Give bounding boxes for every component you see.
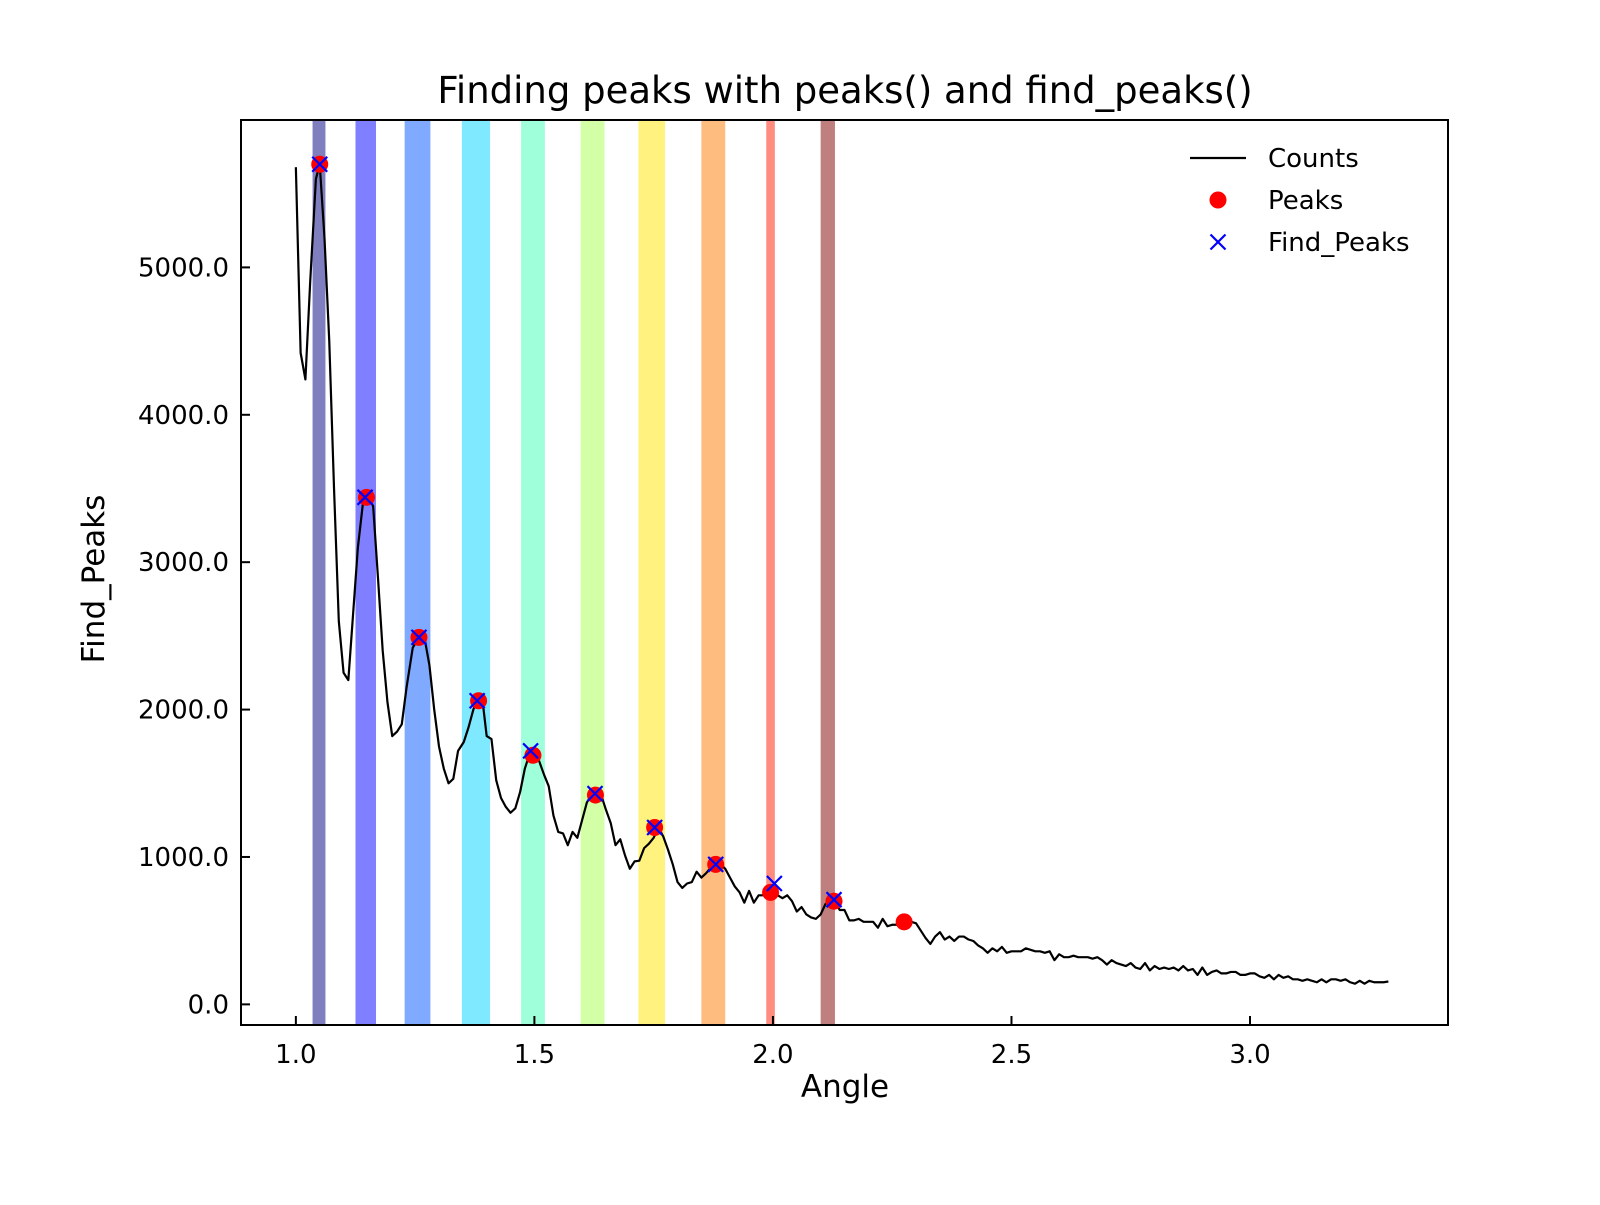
find-peak-point-5 (522, 742, 539, 760)
x-tick-label: 2.5 (991, 1040, 1032, 1070)
find-peak-stroke-b (410, 629, 428, 646)
y-tick-label: 5000.0 (138, 253, 229, 283)
find-peak-point-10 (825, 891, 843, 908)
highlight-band-2 (355, 120, 377, 1025)
plot-frame (240, 119, 1449, 1026)
y-tick-label: 4000.0 (138, 401, 229, 431)
x-tick-label: 3.0 (1229, 1040, 1270, 1070)
chart-title: Finding peaks with peaks() and find_peak… (437, 69, 1252, 112)
find-peaks-markers (311, 155, 843, 908)
peak-point-11 (895, 913, 913, 931)
highlight-band-8 (701, 120, 726, 1025)
legend: Counts Peaks Find_Peaks (1190, 144, 1410, 258)
find-peak-stroke-b (707, 856, 724, 873)
x-axis-title: Angle (801, 1069, 889, 1105)
find-peak-point-9 (766, 875, 783, 892)
y-axis-title: Find_Peaks (76, 495, 112, 664)
find-peak-stroke-b (766, 875, 783, 892)
find-peak-point-7 (646, 819, 663, 836)
y-tick-label: 2000.0 (138, 696, 229, 726)
legend-x-swatch-b (1209, 233, 1227, 251)
find-peak-point-1 (311, 155, 328, 173)
x-tick-label: 1.0 (275, 1040, 316, 1070)
legend-item-find-peaks: Find_Peaks (1209, 228, 1410, 258)
highlight-band-5 (521, 120, 545, 1025)
highlight-band-6 (580, 120, 605, 1025)
find-peak-point-4 (468, 692, 486, 710)
highlight-band-1 (312, 120, 326, 1025)
find-peak-stroke-b (586, 785, 604, 802)
find-peak-point-6 (586, 785, 604, 802)
highlight-band-4 (461, 120, 491, 1025)
y-tick-label: 0.0 (188, 990, 229, 1020)
find-peak-point-3 (410, 629, 428, 646)
legend-item-counts: Counts (1190, 144, 1359, 174)
highlight-band-7 (638, 120, 666, 1025)
peak-point-5 (524, 746, 542, 764)
x-axis: 1.0 1.5 2.0 2.5 3.0 (275, 1016, 1271, 1070)
highlight-band-10 (820, 120, 835, 1025)
find-peak-stroke-b (356, 489, 374, 506)
y-axis: 0.0 1000.0 2000.0 3000.0 4000.0 5000.0 (138, 253, 250, 1020)
legend-item-peaks: Peaks (1209, 186, 1343, 216)
find-peak-stroke-b (468, 692, 486, 710)
find-peak-stroke-b (646, 819, 663, 836)
legend-label: Peaks (1268, 186, 1343, 216)
highlight-band-9 (766, 120, 775, 1025)
find-peak-stroke-b (825, 891, 843, 908)
legend-label: Counts (1268, 144, 1359, 174)
x-tick-label: 1.5 (514, 1040, 555, 1070)
find-peak-point-8 (707, 856, 724, 873)
highlight-bands (312, 120, 835, 1025)
highlight-band-3 (404, 120, 431, 1025)
find-peak-stroke-b (311, 155, 328, 173)
peak-point-9 (762, 883, 780, 901)
find-peak-stroke-b (522, 742, 539, 760)
x-tick-label: 2.0 (752, 1040, 793, 1070)
legend-label: Find_Peaks (1268, 228, 1410, 258)
find-peak-point-2 (356, 489, 374, 506)
y-tick-label: 1000.0 (138, 843, 229, 873)
y-tick-label: 3000.0 (138, 548, 229, 578)
legend-circle-swatch (1209, 191, 1227, 209)
